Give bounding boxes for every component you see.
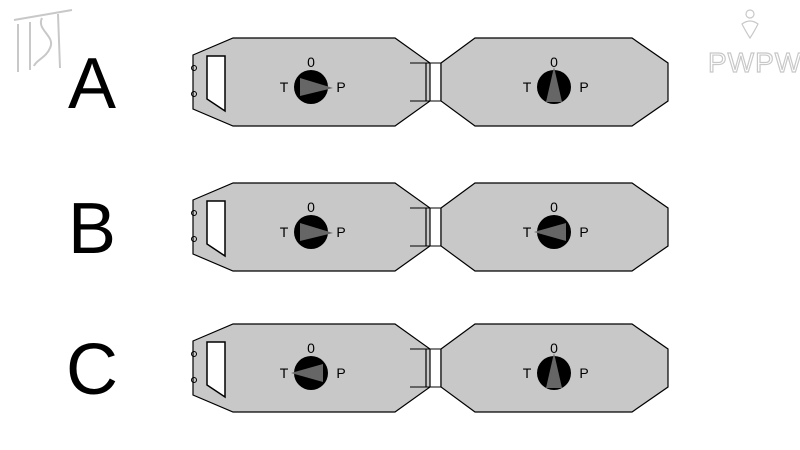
switch-label-left: T [280, 224, 289, 240]
selector-switch: 0 T P [280, 340, 346, 390]
switch-label-left: T [523, 365, 532, 381]
eagle-icon [741, 9, 759, 40]
headlight-icon [191, 210, 197, 216]
row-label: C [66, 330, 118, 410]
selector-switch: 0 T P [523, 54, 589, 104]
pwpw-logo-text: PWPW [708, 47, 800, 78]
switch-pointer [546, 67, 562, 102]
switch-label-left: T [523, 224, 532, 240]
selector-switch: 0 T P [280, 54, 346, 104]
selector-switch: 0 T P [523, 340, 589, 390]
switch-pointer [300, 223, 333, 241]
pwpw-logo: PWPW [707, 9, 800, 79]
headlight-icon [191, 91, 197, 97]
switch-pointer [291, 364, 323, 382]
row-b: B 0 T P 0 T P [68, 182, 669, 272]
switch-label-top: 0 [550, 54, 558, 70]
switch-pointer [546, 353, 562, 388]
headlight-icon [191, 377, 197, 383]
cab-window [206, 341, 226, 399]
row-label: B [68, 189, 116, 269]
switch-label-left: T [280, 365, 289, 381]
switch-label-right: P [336, 365, 345, 381]
switch-label-left: T [523, 79, 532, 95]
selector-switch: 0 T P [523, 199, 589, 249]
switch-label-right: P [579, 79, 588, 95]
cab-window [206, 55, 226, 113]
row-label: A [68, 44, 116, 124]
cab-window [206, 200, 226, 258]
headlight-icon [191, 65, 197, 71]
switch-label-top: 0 [307, 199, 315, 215]
headlight-icon [191, 236, 197, 242]
rows-container: A 0 T P 0 T P B 0 T P 0 T P C 0 T P 0 T P [66, 37, 669, 413]
switch-label-right: P [579, 224, 588, 240]
its-logo [13, 9, 73, 72]
switch-pointer [300, 78, 333, 96]
switch-label-top: 0 [307, 54, 315, 70]
switch-pointer [534, 223, 566, 241]
headlight-icon [191, 351, 197, 357]
switch-label-top: 0 [550, 199, 558, 215]
switch-label-top: 0 [307, 340, 315, 356]
switch-label-right: P [336, 224, 345, 240]
switch-label-right: P [579, 365, 588, 381]
row-c: C 0 T P 0 T P [66, 323, 669, 413]
selector-switch: 0 T P [280, 199, 346, 249]
switch-label-left: T [280, 79, 289, 95]
row-a: A 0 T P 0 T P [68, 37, 669, 127]
switch-label-top: 0 [550, 340, 558, 356]
switch-label-right: P [336, 79, 345, 95]
